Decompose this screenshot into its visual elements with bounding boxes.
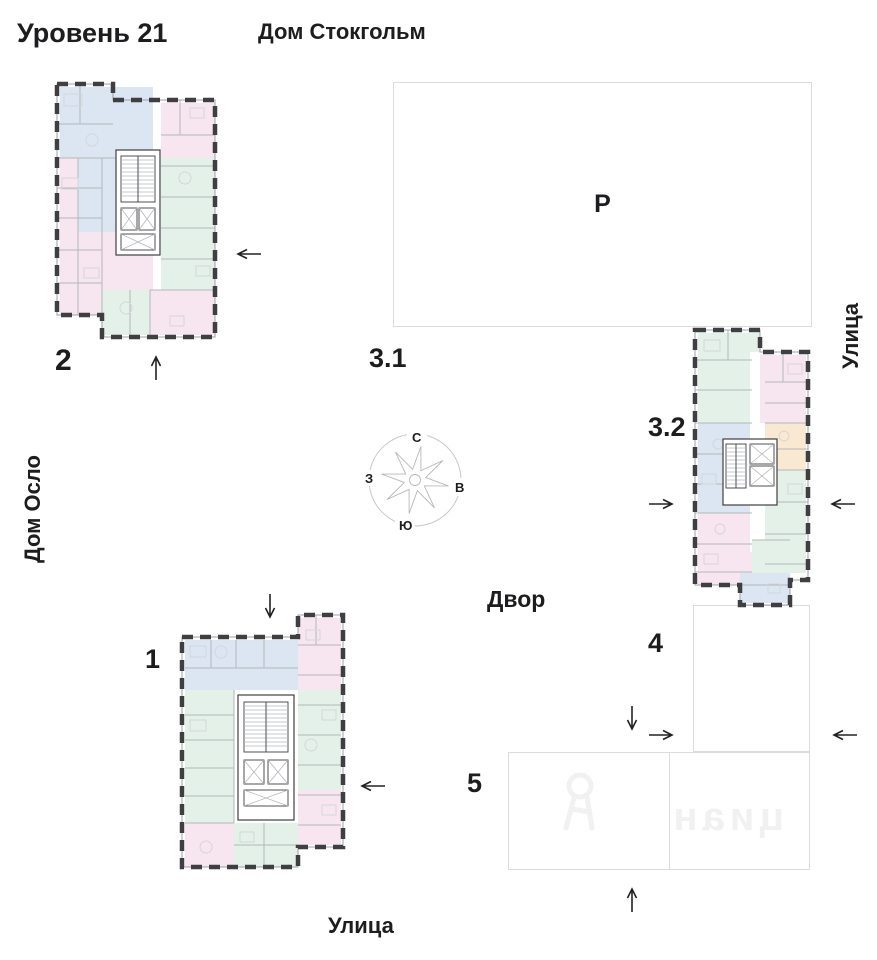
- building-2-furniture: [61, 93, 211, 327]
- page-title: Уровень 21: [17, 18, 168, 48]
- building-4-footprint[interactable]: [693, 605, 810, 752]
- building-1-walls: [179, 612, 346, 870]
- compass-gap: [395, 518, 415, 532]
- building-1-furniture: [189, 629, 337, 843]
- compass-south: Ю: [399, 518, 412, 533]
- building-2-walls: [54, 81, 218, 340]
- building-3-2-floorplan[interactable]: [688, 324, 816, 614]
- building-2-core: [115, 149, 161, 256]
- compass-gap: [407, 428, 427, 444]
- building-2-label: 2: [55, 344, 72, 377]
- building-1-apartment-zones[interactable]: [185, 618, 341, 867]
- compass-center: [409, 474, 421, 486]
- building-3-2-table: [714, 523, 726, 535]
- building-5-label: 5: [467, 768, 483, 798]
- watermark-brand-text: циан: [668, 795, 784, 839]
- building-3-2-walls: [692, 327, 811, 608]
- label-courtyard: Двор: [487, 586, 546, 612]
- cian-watermark-graphic: циан: [563, 772, 784, 839]
- building-3-2-label: 3.2: [648, 412, 686, 442]
- label-street-bottom: Улица: [328, 913, 394, 938]
- building-1-table: [199, 840, 213, 854]
- building-3-2-table: [778, 430, 790, 442]
- arrow-down-icon: [264, 594, 276, 619]
- arrow-left-icon: [830, 498, 855, 510]
- building-1-table: [214, 645, 228, 659]
- building-2-apartment-zones[interactable]: [60, 87, 215, 335]
- label-house-stockholm: Дом Стокгольм: [258, 19, 426, 44]
- building-2-floorplan[interactable]: [50, 78, 222, 344]
- building-2-table: [85, 133, 99, 147]
- building-2-table: [119, 301, 133, 315]
- arrow-up-icon: [626, 887, 638, 912]
- arrow-down-icon: [626, 706, 638, 731]
- compass-east: В: [455, 480, 464, 495]
- building-4-label: 4: [648, 628, 664, 658]
- building-3-1-label: 3.1: [369, 343, 407, 373]
- arrow-right-icon: [649, 498, 674, 510]
- compass-north: С: [412, 430, 422, 445]
- arrow-right-icon: [649, 729, 674, 741]
- label-house-oslo: Дом Осло: [20, 455, 45, 563]
- building-1-label: 1: [145, 644, 161, 674]
- compass-star-icon: [381, 446, 449, 514]
- compass-rose: С В Ю З: [361, 428, 469, 533]
- building-1-floorplan[interactable]: [176, 610, 348, 872]
- label-street-right: Улица: [838, 303, 863, 369]
- compass-gap: [453, 478, 469, 496]
- building-3-2-core: [722, 438, 778, 506]
- compass-gap: [361, 470, 375, 486]
- building-2-table: [178, 171, 192, 185]
- arrow-left-icon: [236, 248, 261, 260]
- cian-watermark: циан: [558, 758, 788, 850]
- compass-west: З: [365, 471, 373, 486]
- arrow-left-icon: [360, 780, 385, 792]
- map-pin-icon: [563, 794, 595, 831]
- building-1-core: [237, 694, 295, 821]
- parking-label: Р: [594, 190, 611, 218]
- arrow-up-icon: [150, 355, 162, 380]
- parking-area[interactable]: Р: [393, 82, 812, 327]
- arrow-left-icon: [832, 729, 857, 741]
- map-pin-icon: [566, 772, 594, 800]
- building-1-table: [304, 738, 318, 752]
- building-2-interior-walls: [57, 84, 215, 337]
- building-5-footprint-right[interactable]: [670, 752, 810, 870]
- building-3-2-furniture: [701, 339, 803, 594]
